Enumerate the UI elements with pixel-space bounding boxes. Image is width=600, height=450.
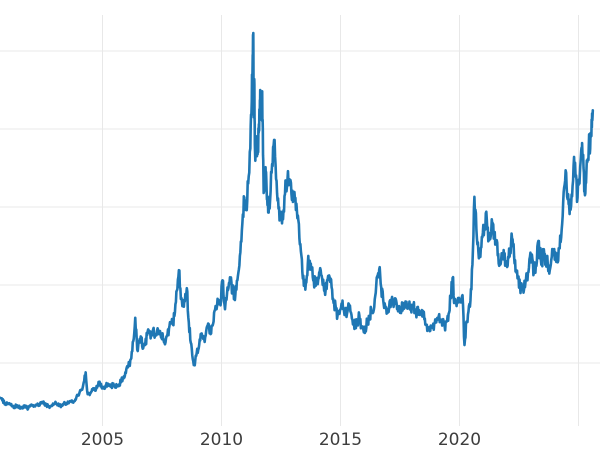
- x-axis-tick-label: 2015: [319, 430, 362, 450]
- x-axis-tick-label: 2010: [200, 430, 243, 450]
- x-axis-tick-label: 2005: [81, 430, 124, 450]
- x-axis-tick-labels: 2005 2010 2015 2020: [81, 430, 481, 450]
- x-axis-tick-label: 2020: [438, 430, 481, 450]
- series-line: [0, 31, 595, 411]
- grid-lines: [0, 15, 600, 426]
- price-line-series: [0, 31, 595, 411]
